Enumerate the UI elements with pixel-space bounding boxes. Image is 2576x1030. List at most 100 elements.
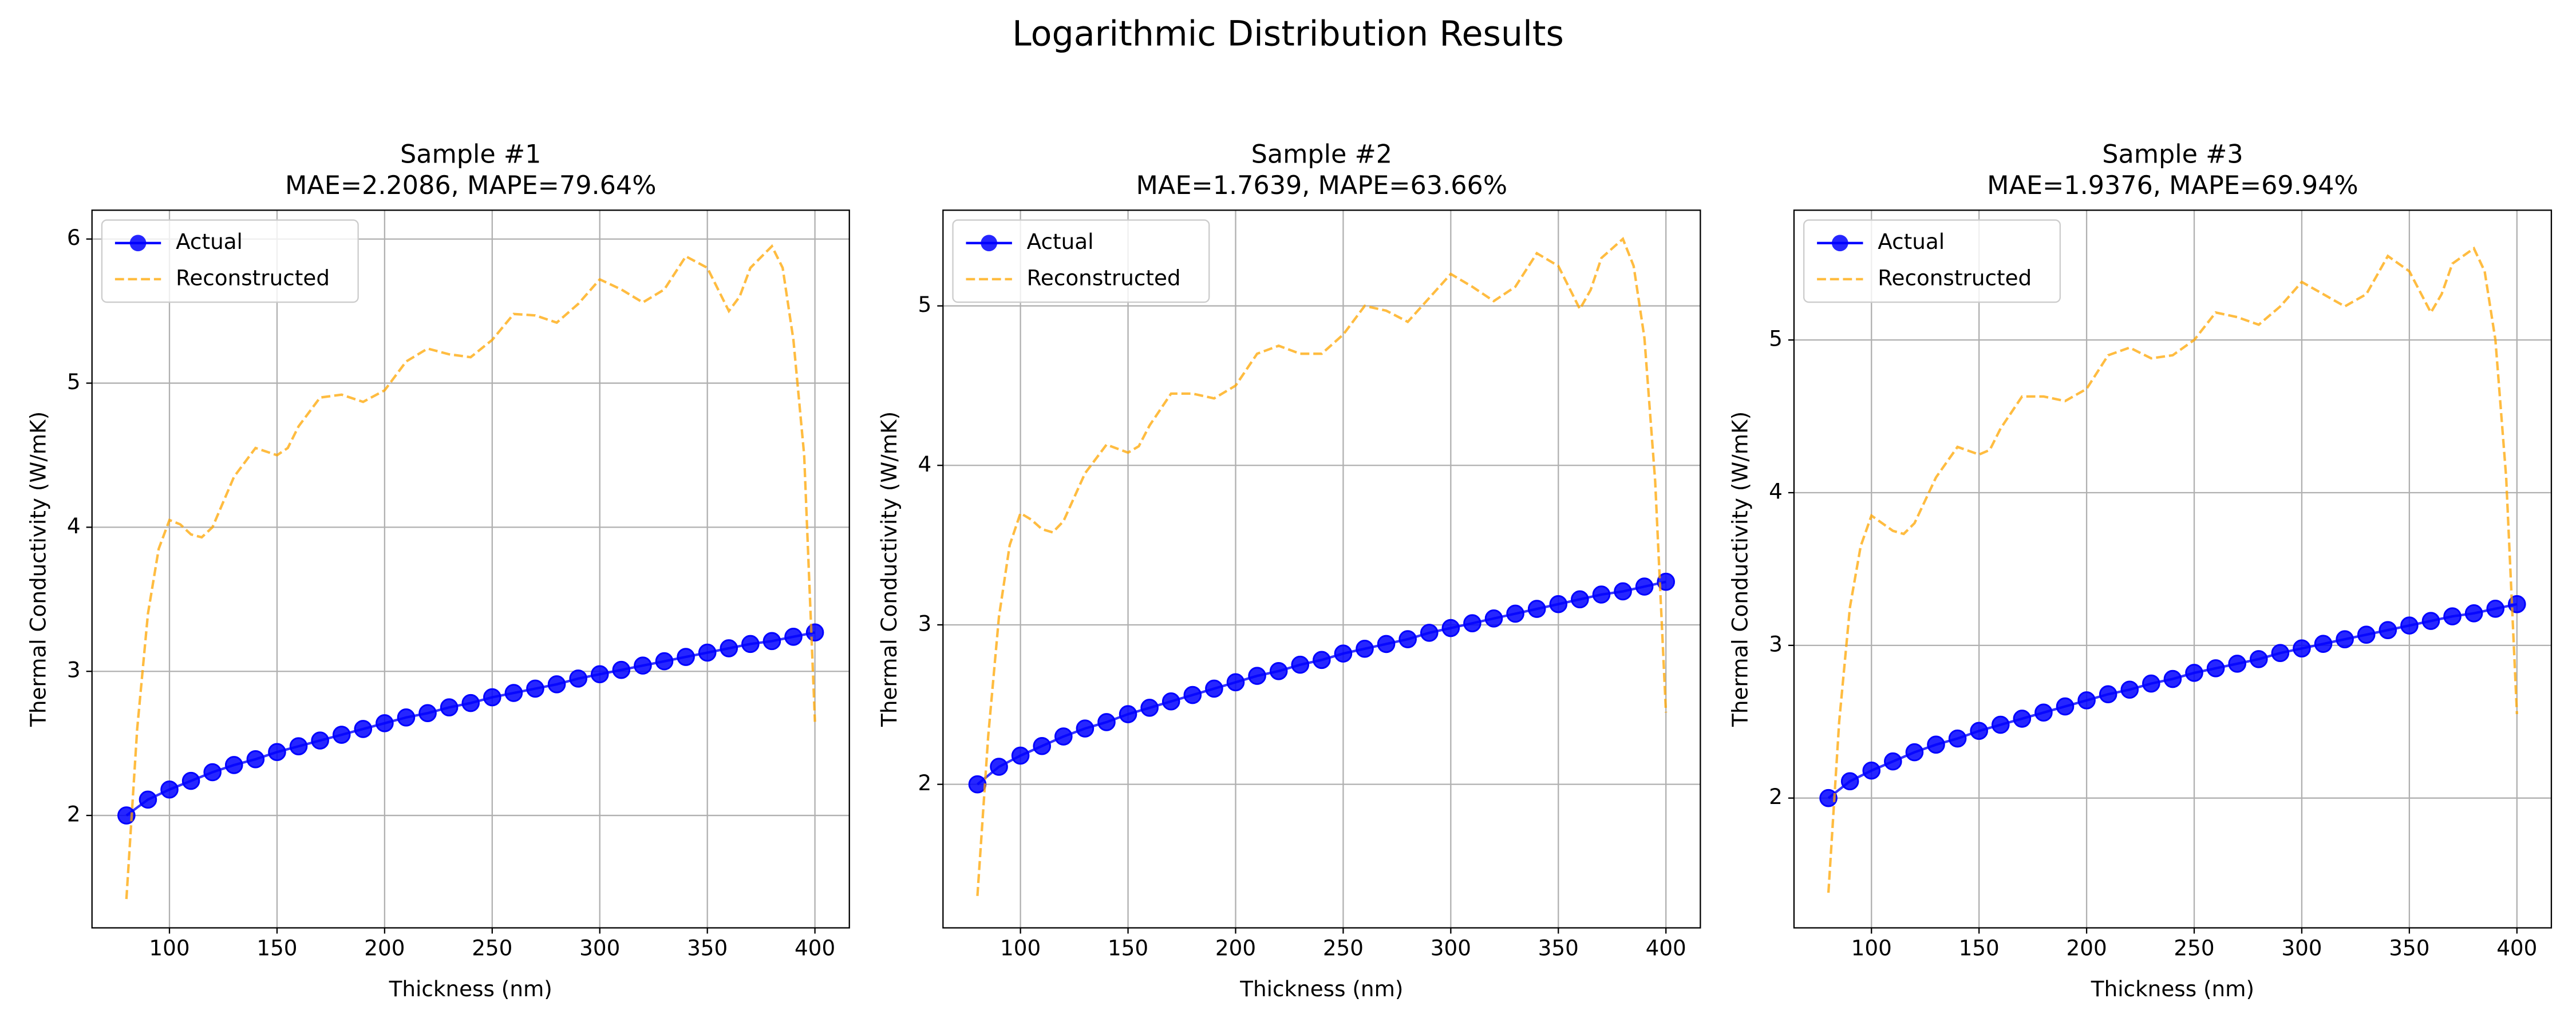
data-point xyxy=(1398,630,1417,648)
legend-box xyxy=(952,219,1210,303)
data-point xyxy=(2099,685,2117,704)
legend-box xyxy=(1803,219,2061,303)
x-tick-label: 100 xyxy=(1851,935,1892,960)
x-tick-label: 300 xyxy=(2281,935,2322,960)
series-line xyxy=(125,244,816,900)
data-point xyxy=(2271,644,2290,662)
data-point xyxy=(677,648,695,666)
x-tick-label: 200 xyxy=(364,935,405,960)
data-point xyxy=(2163,670,2182,688)
axes-frame xyxy=(942,209,1701,929)
x-tick-label: 350 xyxy=(1538,935,1579,960)
data-point xyxy=(1334,644,1353,663)
data-point xyxy=(2293,639,2311,657)
x-tick-label: 200 xyxy=(1215,935,1256,960)
data-point xyxy=(720,639,738,657)
subplot-subtitle: MAE=1.9376, MAPE=69.94% xyxy=(1987,171,2358,200)
y-axis-label: Thermal Conductivity (W/mK) xyxy=(25,411,50,727)
data-point xyxy=(2142,674,2160,693)
data-point xyxy=(1356,639,1374,658)
x-tick-label: 300 xyxy=(1431,935,1471,960)
data-point xyxy=(1097,713,1116,731)
data-point xyxy=(1614,582,1632,601)
data-point xyxy=(1226,673,1245,692)
data-point xyxy=(1011,746,1030,765)
figure-title: Logarithmic Distribution Results xyxy=(1012,14,1564,54)
subplot-subtitle: MAE=1.7639, MAPE=63.66% xyxy=(1136,171,1508,200)
y-tick-label: 3 xyxy=(67,657,81,683)
data-point xyxy=(655,652,674,671)
subplot: 100 150 200 250 300 350 400 2 3 4 5 Sample #3MAE=1.… xyxy=(1728,140,2553,1001)
data-point xyxy=(2249,650,2268,668)
data-point xyxy=(1527,600,1546,618)
y-tick-label: 3 xyxy=(918,611,931,636)
data-point xyxy=(1592,585,1611,604)
data-point xyxy=(2077,691,2096,710)
data-point xyxy=(2120,680,2139,699)
x-tick-label: 100 xyxy=(149,935,189,960)
subplot-title: Sample #2 xyxy=(1251,140,1392,169)
x-tick-label: 400 xyxy=(1646,935,1686,960)
data-point xyxy=(2034,703,2053,722)
legend-label: Actual xyxy=(1878,229,1945,254)
data-point xyxy=(311,731,329,750)
data-point xyxy=(526,679,544,698)
data-point xyxy=(1183,686,1202,704)
data-point xyxy=(968,775,987,794)
data-point xyxy=(354,720,373,738)
data-point xyxy=(612,660,631,679)
y-tick-label: 2 xyxy=(1769,784,1783,809)
data-point xyxy=(1927,735,1945,754)
data-point xyxy=(1291,655,1310,674)
y-axis-label: Thermal Conductivity (W/mK) xyxy=(876,411,902,727)
data-point xyxy=(483,688,501,707)
data-point xyxy=(418,704,437,723)
x-tick-label: 400 xyxy=(795,935,835,960)
x-tick-label: 250 xyxy=(1323,935,1364,960)
series-line xyxy=(1827,246,2518,893)
data-point xyxy=(2013,710,2032,728)
x-tick-label: 150 xyxy=(256,935,297,960)
data-point xyxy=(2357,625,2376,644)
x-tick-label: 200 xyxy=(2066,935,2107,960)
x-tick-label: 300 xyxy=(579,935,620,960)
data-point xyxy=(1463,614,1481,632)
legend-marker xyxy=(129,235,147,252)
data-point xyxy=(634,656,652,675)
data-point xyxy=(1635,577,1654,596)
y-tick-label: 5 xyxy=(918,292,931,317)
data-point xyxy=(461,694,480,712)
data-point xyxy=(1205,679,1223,698)
subplot: 100 150 200 250 300 350 400 2 3 4 5 Sample #2MAE=1.… xyxy=(876,140,1701,1001)
data-point xyxy=(1970,722,1988,740)
legend-label: Actual xyxy=(1027,229,1094,254)
y-tick-label: 5 xyxy=(1769,326,1783,351)
data-point xyxy=(698,643,717,662)
data-point xyxy=(2443,607,2462,625)
data-point xyxy=(397,708,416,727)
data-point xyxy=(160,780,179,799)
data-point xyxy=(1248,667,1266,685)
data-point xyxy=(1905,743,1924,762)
data-point xyxy=(376,714,394,732)
data-point xyxy=(2056,697,2075,716)
data-point xyxy=(2464,604,2483,623)
y-tick-label: 2 xyxy=(67,802,81,827)
data-point xyxy=(1420,624,1439,642)
y-tick-label: 2 xyxy=(918,770,931,795)
y-tick-label: 6 xyxy=(67,225,81,250)
x-tick-label: 250 xyxy=(2174,935,2214,960)
data-point xyxy=(1313,651,1331,670)
data-point xyxy=(289,737,308,755)
data-point xyxy=(1819,789,1838,807)
data-point xyxy=(2379,621,2397,639)
x-axis-label: Thickness (nm) xyxy=(1239,976,1403,1001)
series-line xyxy=(976,236,1668,896)
data-point xyxy=(1657,572,1675,591)
data-point xyxy=(2314,635,2333,653)
data-point xyxy=(784,627,803,646)
subplot-subtitle: MAE=2.2086, MAPE=79.64% xyxy=(285,171,657,200)
data-point xyxy=(1948,729,1967,748)
